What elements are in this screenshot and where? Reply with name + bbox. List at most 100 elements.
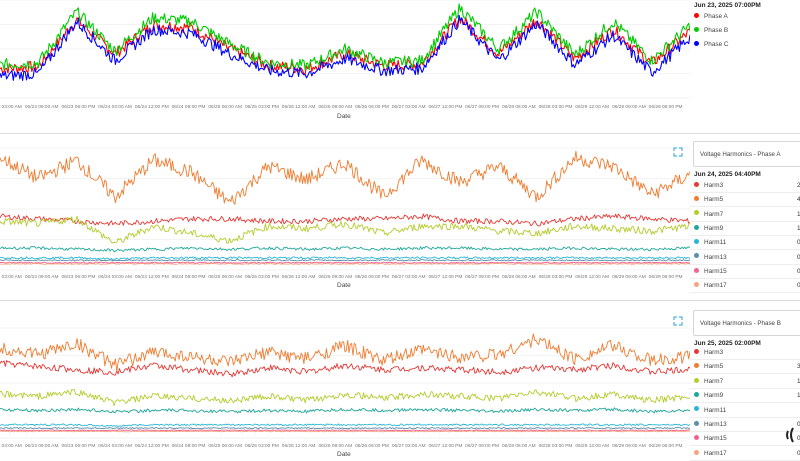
x-tick-label: 06/28 03:00 PM (539, 443, 573, 449)
x-tick-label: 06/26 12:00 AM (282, 274, 316, 280)
series-line-phase-b (0, 3, 690, 71)
x-tick-label: 06/24 12:00 PM (135, 104, 169, 110)
legend-label: Harm3 (704, 182, 724, 189)
legend-item-harm17[interactable]: Harm17 0 (694, 281, 800, 291)
legend-separator (690, 416, 800, 418)
x-tick-label: 06/29 06:00 PM (649, 274, 683, 280)
x-tick-label: 06/23 09:00 AM (25, 274, 59, 280)
legend-label: Harm13 (704, 253, 727, 261)
legend-value: 1 (797, 377, 800, 385)
expand-icon[interactable] (673, 147, 683, 157)
legend-dot (694, 392, 699, 397)
legend-value: 0 (797, 282, 800, 290)
legend-item-phase-a[interactable]: Phase A (694, 12, 728, 22)
x-tick-label: 06/24 09:00 PM (172, 443, 206, 449)
legend-label: Harm15 (704, 435, 727, 443)
legend-item-phase-c[interactable]: Phase C (694, 40, 729, 50)
legend-item-harm3[interactable]: Harm3 (694, 348, 723, 358)
grid (0, 0, 690, 99)
legend-item-harm7[interactable]: Harm7 1 (694, 377, 800, 387)
x-tick-label: 06/23 06:00 PM (61, 104, 95, 110)
x-tick-label: 06/29 09:00 AM (612, 443, 646, 449)
legend-item-harm11[interactable]: Harm11 0 (694, 238, 800, 248)
legend-dot (694, 449, 699, 455)
x-tick-label: 06/24 09:00 PM (172, 104, 206, 110)
legend-item-harm7[interactable]: Harm7 1 (694, 210, 800, 220)
series-line-harm9 (0, 407, 690, 414)
legend-item-harm5[interactable]: Harm5 3 (694, 362, 800, 372)
legend-label: Harm5 (704, 196, 724, 204)
legend-dot (694, 253, 699, 259)
series-line-harm17 (0, 430, 690, 433)
x-tick-label: 06/24 09:00 PM (172, 274, 206, 280)
legend-item-harm13[interactable]: Harm13 0 (694, 420, 800, 430)
series-line-harm9 (0, 246, 690, 253)
series-line-harm11 (0, 256, 690, 261)
series-line-harm3 (0, 360, 690, 378)
legend-separator (690, 249, 800, 251)
x-axis-title: Date (337, 282, 351, 289)
grid (0, 327, 690, 439)
x-tick-label: 06/28 03:00 PM (539, 104, 573, 110)
x-tick-label: 06/25 03:00 PM (245, 443, 279, 449)
legend-item-harm9[interactable]: Harm9 1 (694, 391, 800, 401)
x-tick-label: 06/29 12:00 AM (575, 104, 609, 110)
legend-separator (690, 402, 800, 404)
x-tick-label: 06/27 09:00 PM (465, 274, 499, 280)
legend-item-harm15[interactable]: Harm15 0 (694, 267, 800, 277)
x-tick-label: 06/25 06:00 AM (208, 104, 242, 110)
resize-handle-icon[interactable] (784, 425, 800, 445)
x-tick-label: 06/26 09:00 AM (318, 443, 352, 449)
series-line-harm13 (0, 259, 690, 262)
x-axis-title: Date (337, 113, 351, 120)
x-tick-label: 06/24 12:00 PM (135, 274, 169, 280)
legend-item-phase-b[interactable]: Phase B (694, 26, 728, 36)
chart-title: Voltage Harmonics - Phase A (700, 151, 781, 158)
legend-label: Harm5 (704, 363, 724, 371)
legend-item-harm13[interactable]: Harm13 0 (694, 253, 800, 263)
series-line-harm11 (0, 423, 690, 428)
x-tick-label: 06/29 09:00 AM (612, 274, 646, 280)
expand-icon[interactable] (673, 316, 683, 326)
legend-separator (690, 277, 800, 279)
legend-item-harm15[interactable]: Harm15 0 (694, 434, 800, 444)
legend-separator (690, 431, 800, 432)
legend-separator (690, 220, 800, 222)
legend-value: 0 (797, 421, 800, 428)
x-tick-label: 06/28 06:00 AM (502, 104, 536, 110)
legend-item-harm5[interactable]: Harm5 4 (694, 195, 800, 205)
x-tick-label: 06/26 09:00 AM (318, 104, 352, 110)
legend-label: Harm3 (704, 349, 724, 356)
x-tick-label: 06/26 06:00 PM (355, 274, 389, 280)
x-tick-label: 06/23 03:00 AM (0, 443, 22, 449)
legend-item-harm9[interactable]: Harm9 1 (694, 224, 800, 234)
x-tick-label: 06/26 12:00 AM (282, 104, 316, 110)
series-line-phase-c (0, 14, 690, 81)
legend-item-harm11[interactable]: Harm11 (694, 406, 726, 416)
legend-separator (690, 387, 800, 389)
x-tick-label: 06/23 06:00 PM (61, 443, 95, 449)
legend-dot (694, 377, 699, 383)
legend-label: Harm17 (704, 449, 727, 457)
x-tick-label: 06/29 12:00 AM (575, 443, 609, 449)
legend-item-harm17[interactable]: Harm17 0 (694, 449, 800, 459)
tooltip-date: Jun 24, 2025 04:40PM (694, 171, 761, 178)
legend-separator (690, 359, 800, 360)
x-tick-label: 06/25 06:00 AM (208, 274, 242, 280)
x-tick-label: 06/25 03:00 PM (245, 104, 279, 110)
legend-item-harm3[interactable]: Harm3 2 (694, 181, 800, 191)
x-tick-label: 06/27 12:00 PM (428, 274, 462, 280)
legend-label: Harm13 (704, 421, 727, 428)
x-axis-title: Date (337, 451, 351, 458)
x-tick-label: 06/27 09:00 PM (465, 104, 499, 110)
x-tick-label: 06/29 12:00 AM (575, 274, 609, 280)
x-tick-label: 06/24 03:00 AM (98, 104, 132, 110)
legend-value: 0 (797, 239, 800, 247)
